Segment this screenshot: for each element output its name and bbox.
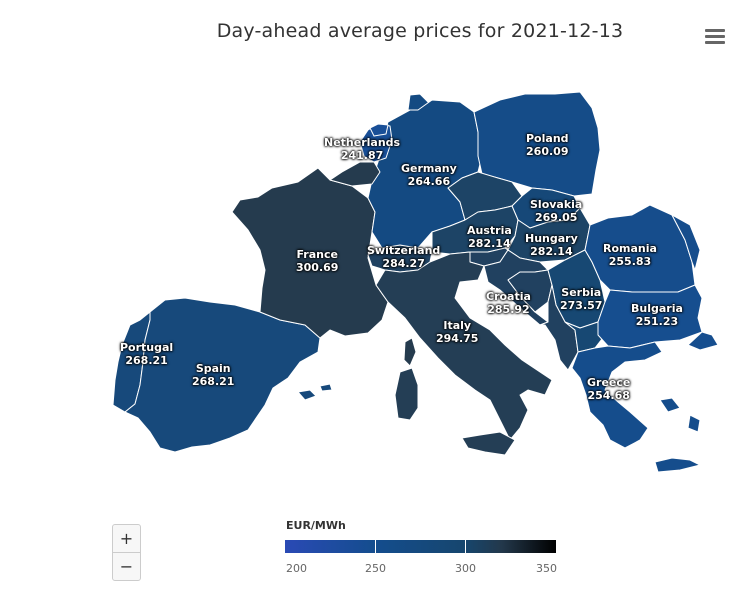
zoom-in-button[interactable]: + bbox=[119, 529, 134, 548]
country-value: 255.83 bbox=[608, 255, 652, 268]
country-name: Poland bbox=[526, 132, 569, 145]
country-value: 282.14 bbox=[530, 245, 573, 258]
label-slovakia: Slovakia 269.05 bbox=[530, 198, 582, 224]
country-name: Slovakia bbox=[530, 198, 583, 211]
country-value: 282.14 bbox=[468, 237, 511, 250]
country-name: Bulgaria bbox=[631, 302, 683, 315]
label-germany: Germany 264.66 bbox=[401, 162, 457, 188]
label-hungary: Hungary 282.14 bbox=[525, 232, 578, 258]
country-france[interactable] bbox=[231, 167, 389, 339]
country-italy-sicily bbox=[461, 431, 516, 456]
legend-tick-label: 350 bbox=[536, 562, 557, 575]
label-serbia: Serbia 273.57 bbox=[560, 286, 602, 312]
country-value: 273.57 bbox=[560, 299, 603, 312]
label-romania: Romania 255.83 bbox=[603, 242, 657, 268]
label-portugal: Portugal 268.21 bbox=[120, 341, 173, 367]
zoom-out-button[interactable]: − bbox=[113, 552, 140, 580]
zoom-control: + − bbox=[112, 524, 141, 581]
label-austria: Austria 282.14 bbox=[467, 224, 512, 250]
country-bulgaria[interactable] bbox=[597, 284, 703, 349]
label-italy: Italy 294.75 bbox=[436, 319, 478, 345]
country-name: Serbia bbox=[561, 286, 602, 299]
country-value: 260.09 bbox=[526, 145, 569, 158]
country-name: Netherlands bbox=[324, 136, 401, 149]
country-spain[interactable] bbox=[124, 297, 321, 453]
country-value: 264.66 bbox=[407, 175, 451, 188]
country-france-corsica bbox=[403, 337, 417, 367]
country-name: France bbox=[296, 248, 338, 261]
country-name: Croatia bbox=[486, 290, 531, 303]
country-value: 241.87 bbox=[340, 149, 384, 162]
country-greece-islands-3 bbox=[687, 414, 701, 433]
country-netherlands-north[interactable] bbox=[369, 123, 389, 137]
legend-tick-label: 250 bbox=[365, 562, 386, 575]
country-balkans-west bbox=[539, 284, 579, 371]
country-name: Portugal bbox=[120, 341, 174, 354]
legend-tick-label: 200 bbox=[286, 562, 307, 575]
label-spain: Spain 268.21 bbox=[192, 362, 234, 388]
legend-title: EUR/MWh bbox=[286, 519, 346, 532]
country-value: 284.27 bbox=[382, 257, 425, 270]
label-greece: Greece 254.68 bbox=[587, 376, 630, 402]
country-name: Greece bbox=[587, 376, 631, 389]
country-moldova bbox=[671, 214, 701, 271]
country-value: 251.23 bbox=[635, 315, 679, 328]
country-italy[interactable] bbox=[375, 251, 553, 441]
legend-tick-label: 300 bbox=[455, 562, 476, 575]
country-italy-sardinia bbox=[394, 367, 419, 421]
country-denmark bbox=[407, 93, 433, 111]
country-belgium bbox=[329, 161, 381, 187]
label-france: France 300.69 bbox=[296, 248, 338, 274]
country-greece-islands-2 bbox=[659, 397, 681, 413]
label-bulgaria: Bulgaria 251.23 bbox=[631, 302, 683, 328]
country-spain-balearic-2 bbox=[319, 383, 333, 392]
country-name: Switzerland bbox=[367, 244, 441, 257]
country-name: Romania bbox=[603, 242, 657, 255]
country-name: Austria bbox=[467, 224, 512, 237]
country-spain-balearic bbox=[297, 389, 317, 401]
legend-color-scale bbox=[285, 540, 556, 553]
country-value: 268.21 bbox=[192, 375, 235, 388]
country-name: Hungary bbox=[525, 232, 578, 245]
country-value: 268.21 bbox=[125, 354, 168, 367]
country-name: Italy bbox=[443, 319, 472, 332]
label-croatia: Croatia 285.92 bbox=[486, 290, 531, 316]
country-value: 285.92 bbox=[487, 303, 530, 316]
country-greece[interactable] bbox=[571, 341, 663, 449]
country-value: 269.05 bbox=[534, 211, 578, 224]
country-turkey bbox=[687, 331, 719, 351]
legend-tick-line bbox=[375, 540, 376, 553]
label-netherlands: Netherlands 241.87 bbox=[324, 136, 400, 162]
legend-tick-line bbox=[465, 540, 466, 553]
country-name: Germany bbox=[401, 162, 457, 175]
country-value: 294.75 bbox=[436, 332, 479, 345]
country-value: 300.69 bbox=[296, 261, 339, 274]
label-poland: Poland 260.09 bbox=[526, 132, 569, 158]
country-name: Spain bbox=[195, 362, 231, 375]
chart-title: Day-ahead average prices for 2021-12-13 bbox=[216, 20, 624, 42]
country-value: 254.68 bbox=[587, 389, 630, 402]
label-switzerland: Switzerland 284.27 bbox=[367, 244, 440, 270]
country-greece-islands bbox=[654, 457, 701, 473]
country-macedonia bbox=[564, 321, 606, 353]
hamburger-menu-icon[interactable] bbox=[705, 29, 725, 47]
